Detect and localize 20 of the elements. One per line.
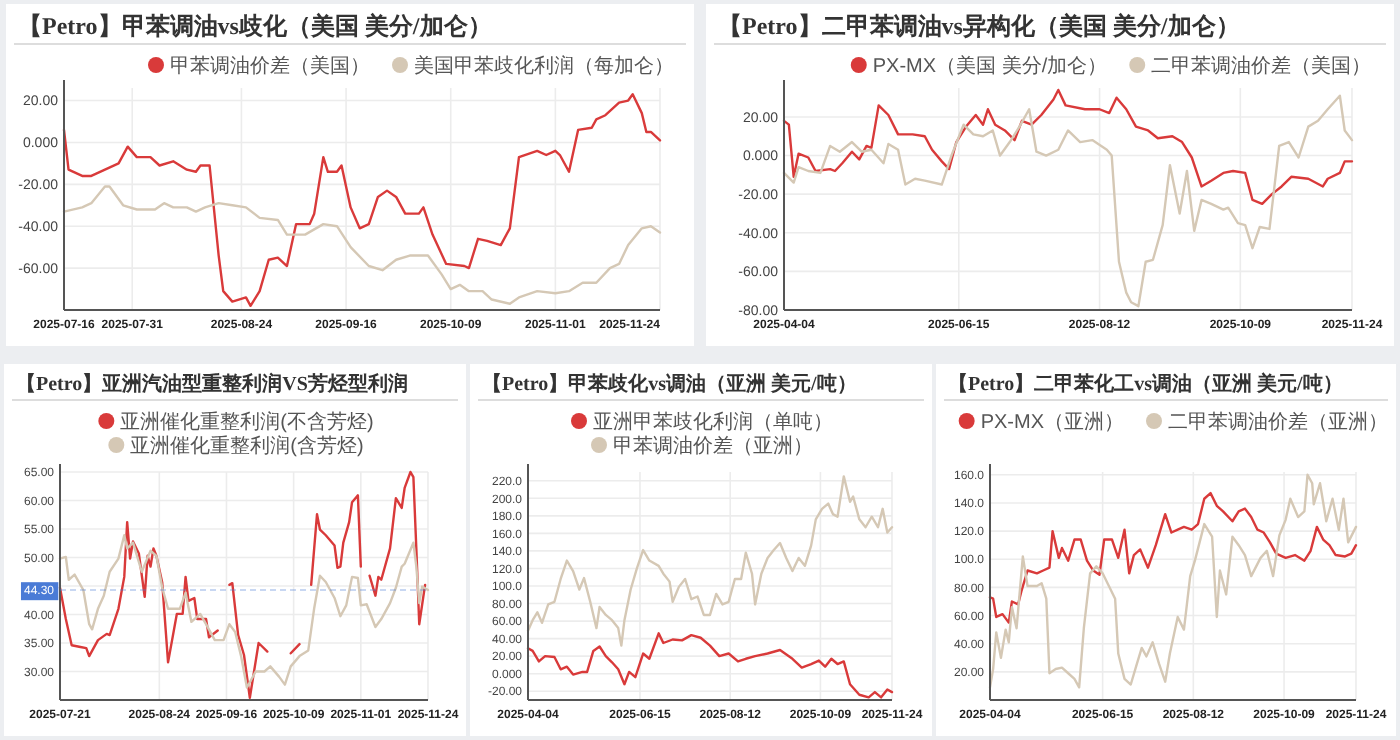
chart-title: 【Petro】二甲苯调油vs异构化（美国 美分/加仑）: [718, 12, 1240, 40]
legend-label: 亚洲甲苯歧化利润（单吨）: [593, 410, 833, 434]
legend-label: 亚洲催化重整利润(不含芳烃): [120, 410, 374, 434]
chart-title: 【Petro】甲苯调油vs歧化（美国 美分/加仑）: [18, 12, 492, 40]
chart-title: 【Petro】甲苯歧化vs调油（亚洲 美元/吨）: [482, 372, 857, 396]
legend-label: PX-MX（亚洲）: [980, 410, 1124, 434]
line-series: [988, 491, 1358, 624]
legend-label: 美国甲苯歧化利润（每加仑）: [414, 54, 674, 78]
legend-label: PX-MX（美国 美分/加仑）: [872, 54, 1108, 78]
line-series: [62, 185, 662, 305]
line-series: [526, 475, 894, 647]
legend-label: 甲苯调油价差（亚洲）: [613, 434, 813, 458]
legend-label: 二甲苯调油价差（亚洲）: [1168, 410, 1388, 434]
chart-title: 【Petro】二甲苯化工vs调油（亚洲 美元/吨）: [948, 372, 1343, 396]
legend-label: 亚洲催化重整利润(含芳烃): [130, 434, 364, 458]
line-series: [782, 88, 1354, 206]
chart-title: 【Petro】亚洲汽油型重整利润VS芳烃型利润: [16, 372, 408, 396]
legend-label: 二甲苯调油价差（美国）: [1151, 54, 1372, 78]
legend-label: 甲苯调油价差（美国）: [170, 54, 370, 78]
line-series: [58, 534, 430, 689]
